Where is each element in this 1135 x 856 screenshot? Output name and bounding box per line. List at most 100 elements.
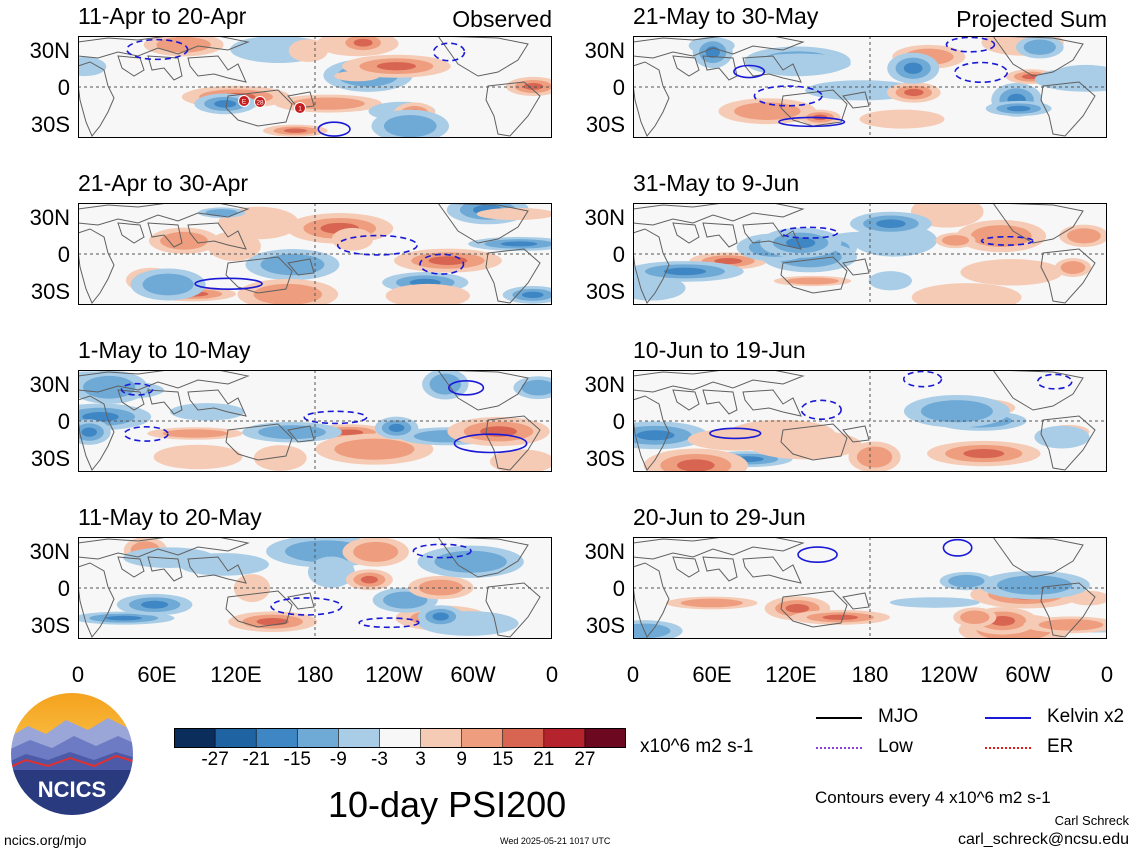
lon-label: 180 xyxy=(296,662,334,687)
lat-label: 0 xyxy=(612,242,625,267)
psi200-map xyxy=(78,537,552,639)
panel-title: 21-Apr to 30-Apr xyxy=(78,170,249,196)
legend-label: Low xyxy=(878,736,913,757)
lat-label: 30S xyxy=(585,613,625,638)
lon-label: 120E xyxy=(765,662,817,687)
psi200-map xyxy=(633,36,1107,138)
colorbar-units: x10^6 m2 s-1 xyxy=(640,736,754,757)
author: Carl Schreck xyxy=(1054,813,1129,828)
lat-label: 0 xyxy=(57,409,70,434)
lat-label: 30S xyxy=(30,279,70,304)
panel-tag: Projected Sum xyxy=(956,6,1107,32)
lon-label: 0 xyxy=(545,662,559,687)
lon-label: 60E xyxy=(692,662,732,687)
colorbar-swatch xyxy=(420,727,463,749)
storm-marker: 28 xyxy=(254,96,266,108)
legend-line xyxy=(985,747,1031,749)
colorbar-swatch xyxy=(543,727,586,749)
lat-label: 30N xyxy=(584,38,625,63)
panel-title: 10-Jun to 19-Jun xyxy=(633,337,806,363)
lat-label: 0 xyxy=(612,409,625,434)
lat-label: 30S xyxy=(30,446,70,471)
legend-line xyxy=(985,717,1031,719)
colorbar-label: 21 xyxy=(533,749,555,770)
storm-marker: 1 xyxy=(294,102,306,114)
lat-label: 30S xyxy=(585,279,625,304)
colorbar-label: 3 xyxy=(415,749,426,770)
lat-label: 30N xyxy=(584,372,625,397)
colorbar-label: -27 xyxy=(201,749,229,770)
site-link[interactable]: ncics.org/mjo xyxy=(4,832,87,848)
psi200-map: E 28 1 xyxy=(78,36,552,138)
colorbar-label: -21 xyxy=(242,749,270,770)
legend-label: MJO xyxy=(878,706,919,727)
lat-label: 0 xyxy=(612,75,625,100)
psi200-map xyxy=(633,370,1107,472)
panel-title: 1-May to 10-May xyxy=(78,337,251,363)
lat-label: 30N xyxy=(29,372,70,397)
lat-label: 0 xyxy=(612,576,625,601)
lat-label: 30N xyxy=(29,539,70,564)
panel-tag: Observed xyxy=(452,6,552,32)
lat-label: 30S xyxy=(585,112,625,137)
lon-label: 120W xyxy=(920,662,978,687)
svg-text:28: 28 xyxy=(256,100,264,107)
colorbar xyxy=(173,727,627,749)
colorbar-swatch xyxy=(379,727,422,749)
panel-title: 20-Jun to 29-Jun xyxy=(633,504,806,530)
legend-line xyxy=(816,717,862,719)
lat-label: 0 xyxy=(57,576,70,601)
psi200-map xyxy=(78,203,552,305)
colorbar-swatch xyxy=(338,727,381,749)
colorbar-label: -15 xyxy=(283,749,311,770)
legend-label: ER xyxy=(1047,736,1074,757)
lat-label: 30N xyxy=(584,205,625,230)
colorbar-swatch xyxy=(173,727,216,749)
lon-label: 0 xyxy=(626,662,640,687)
colorbar-swatch xyxy=(214,727,257,749)
psi200-map xyxy=(78,370,552,472)
panel-title: 11-Apr to 20-Apr xyxy=(78,3,247,29)
colorbar-label: 9 xyxy=(456,749,467,770)
psi200-map xyxy=(633,203,1107,305)
legend-line xyxy=(816,747,862,749)
logo-text: NCICS xyxy=(38,777,106,802)
psi200-map xyxy=(633,537,1107,639)
contour-note: Contours every 4 x10^6 m2 s-1 xyxy=(815,788,1051,807)
email: carl_schreck@ncsu.edu xyxy=(958,831,1129,848)
lon-label: 60E xyxy=(137,662,177,687)
lat-label: 0 xyxy=(57,75,70,100)
lon-label: 120E xyxy=(210,662,262,687)
lon-label: 60W xyxy=(1005,662,1051,687)
colorbar-swatch xyxy=(461,727,504,749)
lon-label: 120W xyxy=(365,662,423,687)
legend-label: Kelvin x2 xyxy=(1047,706,1125,727)
lat-label: 30N xyxy=(29,205,70,230)
lon-label: 0 xyxy=(1100,662,1114,687)
lat-label: 30N xyxy=(29,38,70,63)
panel-title: 11-May to 20-May xyxy=(78,504,262,530)
lon-label: 180 xyxy=(851,662,889,687)
storm-marker: E xyxy=(238,95,250,107)
colorbar-swatch xyxy=(255,727,299,749)
colorbar-swatch xyxy=(502,727,545,749)
lat-label: 30S xyxy=(30,613,70,638)
panel-title: 21-May to 30-May xyxy=(633,3,819,29)
timestamp: Wed 2025-05-21 1017 UTC xyxy=(500,836,611,846)
lat-label: 0 xyxy=(57,242,70,267)
colorbar-label: 15 xyxy=(492,749,514,770)
colorbar-label: -3 xyxy=(371,749,388,770)
colorbar-swatch xyxy=(584,727,627,749)
colorbar-label: -9 xyxy=(329,749,347,770)
ncics-logo: NCICS xyxy=(8,690,136,818)
lat-label: 30N xyxy=(584,539,625,564)
lat-label: 30S xyxy=(585,446,625,471)
colorbar-swatch xyxy=(296,727,340,749)
lon-label: 60W xyxy=(450,662,496,687)
panel-title: 31-May to 9-Jun xyxy=(633,170,800,196)
svg-text:1: 1 xyxy=(298,106,302,113)
main-title: 10-day PSI200 xyxy=(328,784,567,825)
lon-label: 0 xyxy=(71,662,85,687)
colorbar-label: 27 xyxy=(574,749,596,770)
lat-label: 30S xyxy=(30,112,70,137)
